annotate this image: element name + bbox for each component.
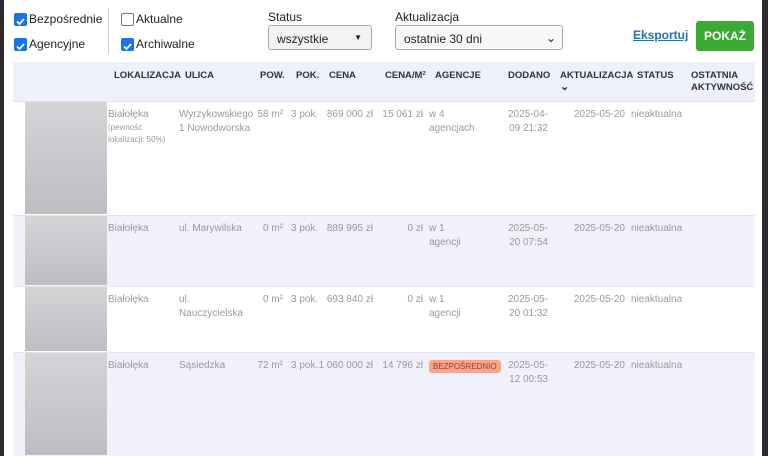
check-mark	[16, 43, 25, 51]
updated: 2025-05-20	[573, 109, 625, 120]
checkbox-label: Archiwalne	[136, 37, 195, 51]
price: 869 000 zł	[326, 109, 373, 120]
agencies: w 1 agencji	[429, 223, 461, 248]
source-badge: BEZPOŚREDNIO	[429, 360, 501, 373]
column-header: POK.	[296, 70, 320, 81]
area: 72 m²	[257, 360, 283, 371]
status: nieaktualna	[631, 360, 683, 371]
column-header: AGENCJE	[435, 70, 481, 81]
column-header: CENA	[329, 70, 356, 81]
table-row	[13, 101, 755, 215]
caret: ▼	[354, 33, 362, 42]
location: Białołęka	[108, 360, 149, 371]
check-mark	[123, 43, 132, 51]
street: ul. Nauczycielska	[179, 294, 243, 319]
location: Białołęka	[108, 223, 149, 234]
status-select[interactable]: wszystkie ▼	[268, 25, 372, 50]
street: Wyrzykowskiego 1 Nowodworska	[179, 109, 254, 134]
column-header: OSTATNIA AKTYWNOŚĆ	[691, 70, 754, 93]
thumbnail	[25, 216, 107, 285]
updated: 2025-05-20	[573, 223, 625, 234]
update-value: ostatnie 30 dni	[404, 32, 483, 46]
update-select[interactable]: ostatnie 30 dni ⌄	[395, 25, 563, 50]
sort-icon: ⌄	[560, 81, 570, 93]
price-per-m2: 15 061 zł	[382, 109, 423, 120]
status-value: wszystkie	[277, 32, 329, 46]
price: 889 995 zł	[326, 223, 373, 234]
street: ul. Marywilska	[179, 223, 242, 234]
status: nieaktualna	[631, 294, 683, 305]
status-label: Status	[268, 10, 303, 24]
added: 2025-04-09 21:32	[507, 109, 548, 134]
column-header: STATUS	[637, 70, 674, 81]
price-per-m2: 0 zł	[407, 223, 423, 234]
divider	[108, 8, 109, 54]
thumbnail	[25, 102, 107, 214]
rooms: 3 pok.	[291, 360, 319, 371]
location: Białołęka	[108, 109, 149, 120]
check-mark	[16, 18, 25, 26]
price: 1 060 000 zł	[318, 360, 374, 371]
column-header: LOKALIZACJA	[114, 70, 182, 81]
added: 2025-05-20 01:32	[507, 294, 548, 319]
modal-panel: Status wszystkie ▼ Aktualizacja ostatnie …	[4, 0, 762, 456]
thumbnail	[25, 287, 107, 351]
submit-button[interactable]: POKAŻ	[696, 21, 754, 51]
added: 2025-05-20 07:54	[507, 223, 548, 248]
area: 58 m²	[257, 109, 283, 120]
area: 0 m²	[263, 294, 283, 305]
caret: ⌄	[545, 31, 556, 45]
table-row	[13, 352, 755, 456]
update-label: Aktualizacja	[395, 10, 460, 24]
table-row	[13, 286, 755, 352]
checkbox-label: Bezpośrednie	[29, 12, 103, 26]
rooms: 3 pok.	[291, 223, 319, 234]
status: nieaktualna	[631, 109, 683, 120]
rooms: 3 pok.	[291, 109, 319, 120]
agencies: w 4 agencjach	[429, 109, 475, 134]
rooms: 3 pok.	[291, 294, 319, 305]
checkbox-label: Agencyjne	[29, 37, 86, 51]
price: 693 840 zł	[326, 294, 373, 305]
price-per-m2: 0 zł	[407, 294, 423, 305]
street: Sąsiedzka	[179, 360, 226, 371]
area: 0 m²	[263, 223, 283, 234]
column-header: POW.	[260, 70, 285, 81]
checkbox[interactable]	[14, 38, 27, 51]
added: 2025-05-12 00:53	[507, 360, 548, 385]
checkbox[interactable]	[121, 38, 134, 51]
export-link[interactable]: Eksportuj	[633, 28, 689, 42]
status: nieaktualna	[631, 223, 683, 234]
location-note: (pewność lokalizacji: 50%)	[108, 123, 166, 144]
updated: 2025-05-20	[573, 360, 625, 371]
price-per-m2: 14 796 zł	[382, 360, 423, 371]
column-header: DODANO	[508, 70, 551, 81]
location: Białołęka	[108, 294, 149, 305]
checkbox[interactable]	[14, 13, 27, 26]
thumbnail	[25, 353, 107, 455]
agencies: w 1 agencji	[429, 294, 461, 319]
checkbox[interactable]	[121, 13, 134, 26]
header-row	[13, 62, 755, 101]
updated: 2025-05-20	[573, 294, 625, 305]
checkbox-label: Aktualne	[136, 12, 183, 26]
column-header: ULICA	[185, 70, 215, 81]
column-header: AKTUALIZACJA	[560, 70, 634, 81]
table-row	[13, 215, 755, 286]
results-table: LOKALIZACJA ULICA POW. POK. CENA CENA/M² AGENC…	[13, 62, 755, 456]
column-header: CENA/M²	[385, 70, 426, 81]
